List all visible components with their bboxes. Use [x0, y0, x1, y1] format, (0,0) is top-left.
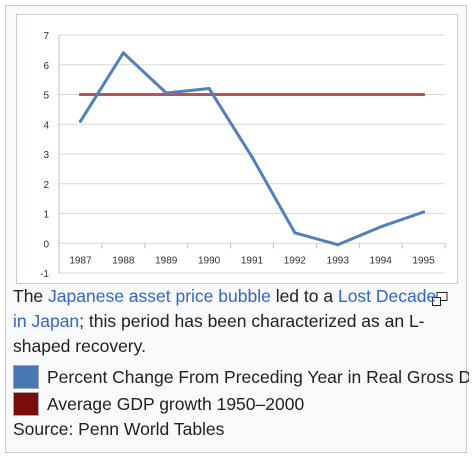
- x-tick-label: 1991: [241, 255, 264, 266]
- x-tick-label: 1992: [284, 255, 307, 266]
- legend-item-average-gdp: Average GDP growth 1950–2000: [13, 391, 469, 418]
- x-tick-label: 1990: [198, 255, 221, 266]
- legend-item-gdp-change: Percent Change From Preceding Year in Re…: [13, 364, 469, 391]
- x-tick-label: 1987: [69, 255, 92, 266]
- y-tick-label: 4: [43, 120, 49, 131]
- chart-frame[interactable]: -1 0 1 2 3 4 5 6 7 1987 1988 1989 1990 1991 1992 1993 19…: [16, 14, 458, 284]
- x-tick-label: 1995: [412, 255, 435, 266]
- legend-swatch-red: [13, 392, 39, 416]
- data-point-average-gdp: [78, 93, 82, 96]
- japanese-asset-price-bubble-link[interactable]: Japanese asset price bubble: [48, 286, 271, 306]
- data-point-average-gdp: [250, 93, 254, 96]
- caption-text-2: led to a: [270, 286, 338, 306]
- data-point-gdp-change: [207, 87, 211, 91]
- y-tick-label: 7: [43, 31, 49, 42]
- data-point-average-gdp: [293, 93, 297, 96]
- series-line-gdp-change: [78, 51, 426, 247]
- y-tick-label: 5: [43, 91, 49, 102]
- legend-swatch-blue: [13, 365, 39, 389]
- enlarge-icon[interactable]: [432, 292, 448, 306]
- figure-caption: The Japanese asset price bubble led to a…: [13, 284, 453, 359]
- data-point-gdp-change: [250, 155, 254, 159]
- lost-decade-in-japan-link[interactable]: Lost Decade in Japan: [13, 286, 437, 331]
- data-point-average-gdp: [379, 93, 383, 96]
- legend-label: Percent Change From Preceding Year in Re…: [47, 367, 469, 387]
- x-tick-label: 1994: [370, 255, 393, 266]
- data-point-average-gdp: [336, 93, 340, 96]
- y-tick-label: 2: [43, 180, 49, 191]
- data-point-gdp-change: [78, 119, 82, 123]
- caption-text-1: The: [13, 286, 49, 306]
- x-tick-label: 1988: [112, 255, 135, 266]
- y-tick-label: 3: [43, 150, 49, 161]
- data-point-gdp-change: [336, 243, 340, 247]
- data-point-gdp-change: [164, 91, 168, 95]
- data-point-gdp-change: [422, 210, 426, 214]
- data-point-gdp-change: [293, 231, 297, 235]
- y-tick-label: 1: [43, 210, 49, 221]
- source-note: Source: Penn World Tables: [13, 419, 225, 439]
- x-tick-label: 1989: [155, 255, 178, 266]
- legend-label: Average GDP growth 1950–2000: [47, 394, 305, 414]
- figure-thumbnail: -1 0 1 2 3 4 5 6 7 1987 1988 1989 1990 1991 1992 1993 19…: [5, 5, 467, 453]
- x-tick-label: 1993: [327, 255, 350, 266]
- data-point-gdp-change: [121, 51, 125, 55]
- caption-text-3: ; this period has been characterized as …: [13, 311, 425, 356]
- y-tick-label: 6: [43, 61, 49, 72]
- data-point-average-gdp: [207, 93, 211, 96]
- data-point-average-gdp: [422, 93, 426, 96]
- data-point-gdp-change: [379, 225, 383, 229]
- data-point-average-gdp: [121, 93, 125, 96]
- gdp-line-chart: -1 0 1 2 3 4 5 6 7 1987 1988 1989 1990 1991 1992 1993 19…: [40, 31, 446, 280]
- y-tick-label: 0: [43, 239, 49, 250]
- y-tick-label: -1: [40, 269, 49, 280]
